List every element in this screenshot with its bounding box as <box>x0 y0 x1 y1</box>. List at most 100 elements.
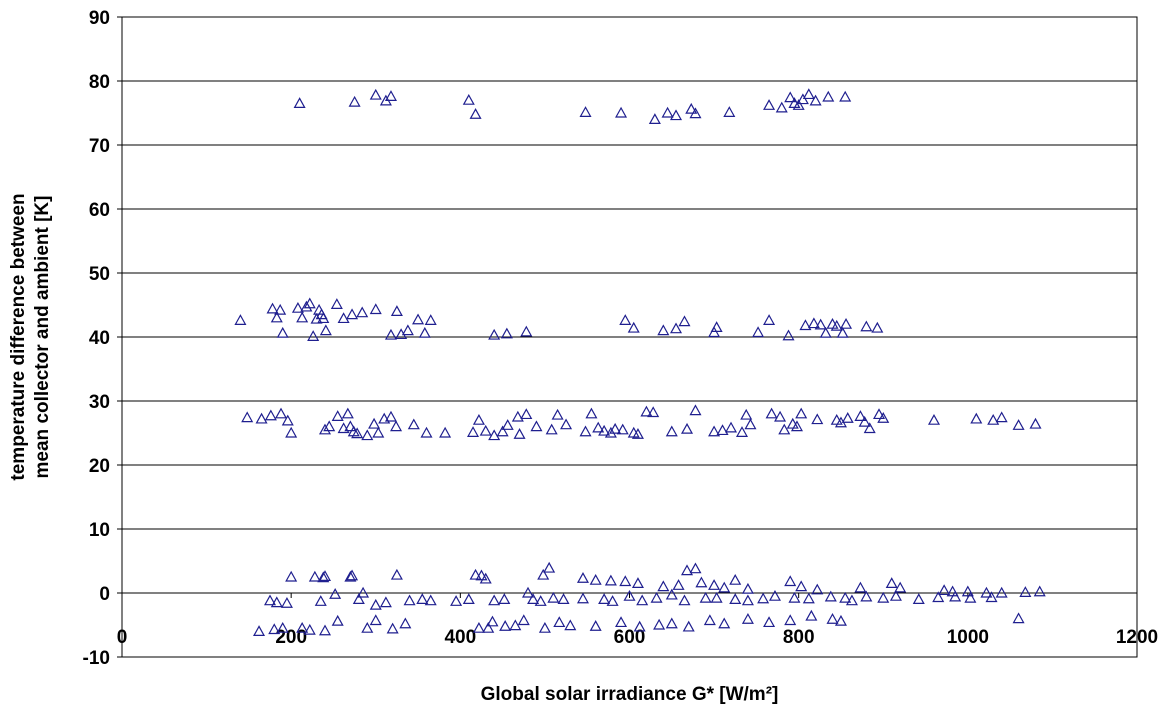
data-point <box>317 312 330 324</box>
data-point <box>619 575 632 587</box>
data-point <box>372 426 385 438</box>
data-point <box>344 570 357 582</box>
data-point <box>585 407 598 419</box>
data-point <box>253 625 266 637</box>
data-point <box>858 415 871 427</box>
data-point <box>765 407 778 419</box>
data-point <box>313 303 326 315</box>
data-point <box>538 621 551 633</box>
data-point <box>616 423 629 435</box>
data-point <box>314 595 327 606</box>
data-point <box>384 410 397 422</box>
data-point <box>757 592 770 604</box>
data-point <box>680 564 694 576</box>
data-point <box>604 426 617 438</box>
data-point <box>710 321 723 332</box>
data-point <box>826 317 839 329</box>
data-point <box>949 590 962 602</box>
gridlines <box>117 16 1138 658</box>
data-point <box>708 326 721 338</box>
data-point <box>932 591 945 603</box>
data-point <box>995 586 1008 598</box>
data-point <box>1033 585 1046 597</box>
data-point <box>266 302 279 314</box>
data-point <box>685 102 698 114</box>
data-point <box>678 594 691 606</box>
data-point <box>357 586 370 598</box>
data-point <box>488 594 501 606</box>
data-point <box>293 97 306 109</box>
data-point <box>718 581 731 593</box>
data-point <box>723 106 736 117</box>
data-point <box>496 425 509 437</box>
data-point <box>763 314 776 325</box>
y-axis-title-line: mean collector and ambient [K] <box>32 196 53 479</box>
data-point <box>469 568 482 580</box>
data-point <box>752 326 765 338</box>
data-point <box>811 583 824 595</box>
data-point <box>741 613 754 624</box>
y-tick-label: 20 <box>89 456 110 477</box>
data-point <box>970 412 983 424</box>
data-point <box>344 420 357 432</box>
data-point <box>665 617 678 629</box>
data-point <box>469 108 482 119</box>
data-point <box>885 577 898 589</box>
data-point <box>840 317 853 329</box>
data-point <box>873 408 886 420</box>
data-point <box>401 324 414 336</box>
data-point <box>274 407 288 419</box>
data-point <box>517 614 530 626</box>
data-point <box>623 589 636 601</box>
x-tick-label: 800 <box>783 627 815 648</box>
data-point <box>819 326 832 338</box>
data-point <box>609 422 622 434</box>
data-point <box>802 88 815 100</box>
data-point <box>346 308 359 320</box>
data-point <box>486 615 499 627</box>
data-point <box>814 318 827 330</box>
data-point <box>553 616 566 628</box>
data-point <box>619 314 632 325</box>
data-point <box>782 329 795 341</box>
data-point <box>330 298 343 309</box>
data-point <box>729 593 742 605</box>
plot-area-frame <box>121 16 1138 658</box>
x-tick-label: 200 <box>275 627 307 648</box>
data-point <box>811 413 824 425</box>
data-point <box>788 591 801 603</box>
data-point <box>784 614 797 626</box>
data-point <box>703 614 716 626</box>
data-point <box>854 581 867 593</box>
data-point <box>511 410 524 422</box>
data-point <box>778 423 791 435</box>
data-point <box>894 581 907 593</box>
data-point <box>985 591 998 603</box>
data-point <box>378 412 391 424</box>
data-point <box>467 426 480 437</box>
data-point <box>1012 419 1025 430</box>
data-point <box>450 595 463 606</box>
data-point <box>270 596 283 608</box>
data-point <box>689 404 702 416</box>
data-point <box>424 314 437 325</box>
data-point <box>399 617 412 629</box>
data-point <box>500 327 513 339</box>
data-point <box>341 407 354 419</box>
data-point <box>807 317 820 329</box>
data-point <box>276 621 289 633</box>
data-point <box>680 422 694 434</box>
data-point <box>961 585 974 597</box>
data-point <box>615 616 628 628</box>
data-point <box>579 425 592 437</box>
y-tick-label: 40 <box>89 328 110 349</box>
y-tick-label: 80 <box>89 72 110 93</box>
x-tick-label: 600 <box>614 627 646 648</box>
data-point <box>513 428 526 439</box>
data-point <box>348 95 361 107</box>
data-point <box>735 426 749 437</box>
data-point <box>368 417 381 429</box>
data-point <box>361 621 374 633</box>
y-tick-label: -10 <box>83 648 110 669</box>
data-point <box>774 410 787 422</box>
